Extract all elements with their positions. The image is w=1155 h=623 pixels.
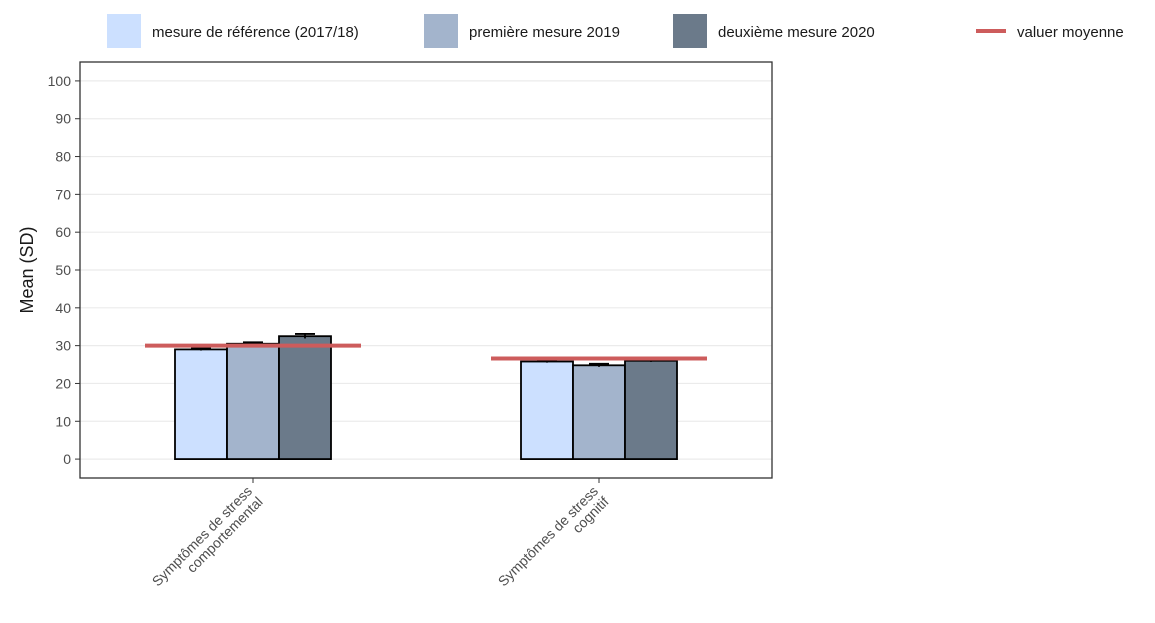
legend-label: deuxième mesure 2020 xyxy=(718,24,875,41)
x-tick-label-line: Symptômes de stress xyxy=(495,483,601,589)
mean-lines xyxy=(145,343,707,361)
bars xyxy=(174,333,678,460)
y-tick-label: 90 xyxy=(55,111,71,127)
y-tick-label: 80 xyxy=(55,149,71,165)
bar xyxy=(520,360,574,460)
y-tick-label: 50 xyxy=(55,262,71,278)
bar xyxy=(572,364,626,460)
y-tick-label: 0 xyxy=(63,451,71,467)
x-axis: Symptômes de stresscomportemental Symptôm… xyxy=(149,478,612,600)
legend-label: première mesure 2019 xyxy=(469,24,620,41)
y-axis-title: Mean (SD) xyxy=(17,226,37,313)
x-tick-label: Symptômes de stresscognitif xyxy=(495,483,612,600)
legend-swatch xyxy=(107,14,141,48)
legend-swatch xyxy=(424,14,458,48)
y-axis: 0 10 20 30 40 50 60 70 80 90 100 xyxy=(48,73,80,467)
legend-label: valuer moyenne xyxy=(1017,24,1124,41)
x-tick-label: Symptômes de stresscomportemental xyxy=(149,483,266,600)
legend-label: mesure de référence (2017/18) xyxy=(152,24,359,41)
bar xyxy=(278,335,332,460)
y-tick-label: 100 xyxy=(48,73,72,89)
bar xyxy=(174,348,228,460)
y-tick-label: 60 xyxy=(55,224,71,240)
y-tick-label: 70 xyxy=(55,186,71,202)
y-tick-label: 30 xyxy=(55,338,71,354)
bar xyxy=(624,359,678,460)
y-tick-label: 20 xyxy=(55,375,71,391)
x-tick-label-line: Symptômes de stress xyxy=(149,483,255,589)
legend: mesure de référence (2017/18) première me… xyxy=(107,14,1124,48)
bar xyxy=(226,342,280,460)
y-tick-label: 40 xyxy=(55,300,71,316)
y-tick-label: 10 xyxy=(55,413,71,429)
legend-swatch xyxy=(673,14,707,48)
